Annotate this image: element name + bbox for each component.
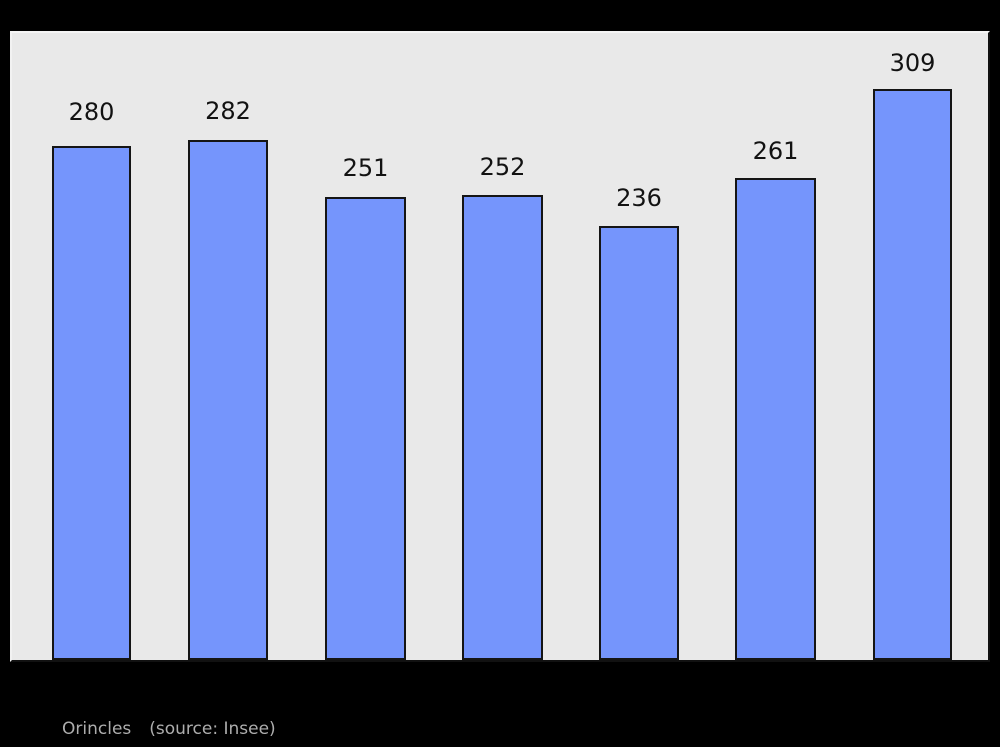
caption-source: (source: Insee): [149, 719, 276, 739]
plot-frame: [10, 31, 990, 662]
caption-place: Orincles: [62, 719, 132, 739]
plot-area: [12, 33, 988, 660]
chart-caption: Orincles (source: Insee): [62, 719, 276, 739]
